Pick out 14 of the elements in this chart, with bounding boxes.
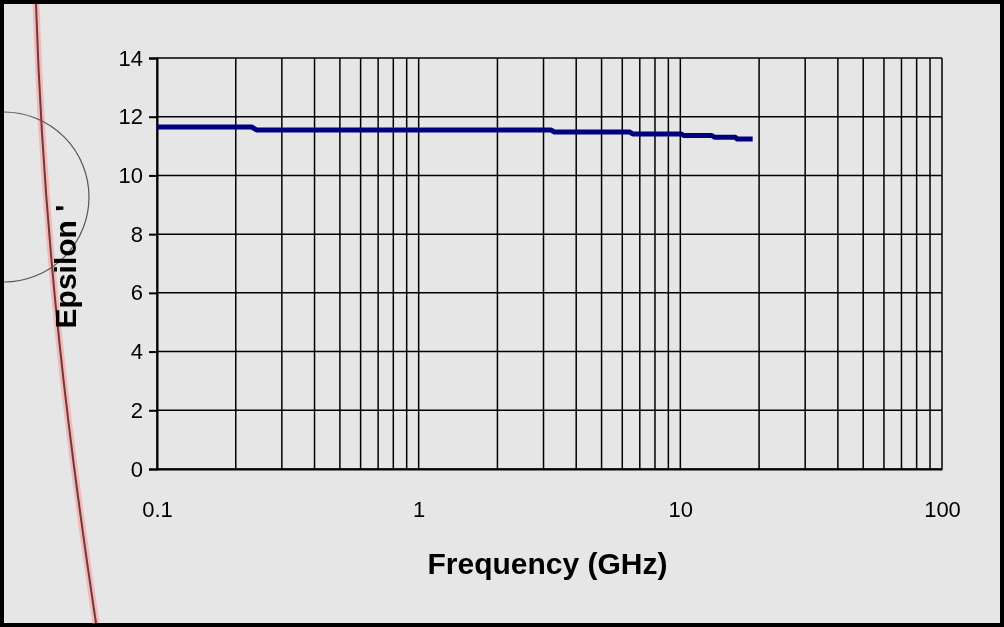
y-tick-label: 12 — [118, 104, 143, 130]
y-axis-title: Epsilon ' — [49, 204, 82, 329]
y-tick-label: 2 — [130, 397, 143, 423]
y-tick-label: 8 — [130, 221, 143, 247]
x-axis-title: Frequency (GHz) — [427, 547, 668, 580]
y-tick-label: 10 — [118, 162, 143, 188]
x-tick-label: 1 — [413, 496, 426, 522]
x-tick-label: 100 — [924, 496, 961, 522]
y-tick-label: 6 — [130, 280, 143, 306]
y-tick-label: 0 — [130, 456, 143, 482]
y-tick-label: 14 — [118, 45, 143, 71]
x-tick-label: 10 — [668, 496, 694, 522]
y-tick-label: 4 — [130, 339, 143, 365]
x-tick-label: 0.1 — [142, 496, 173, 522]
